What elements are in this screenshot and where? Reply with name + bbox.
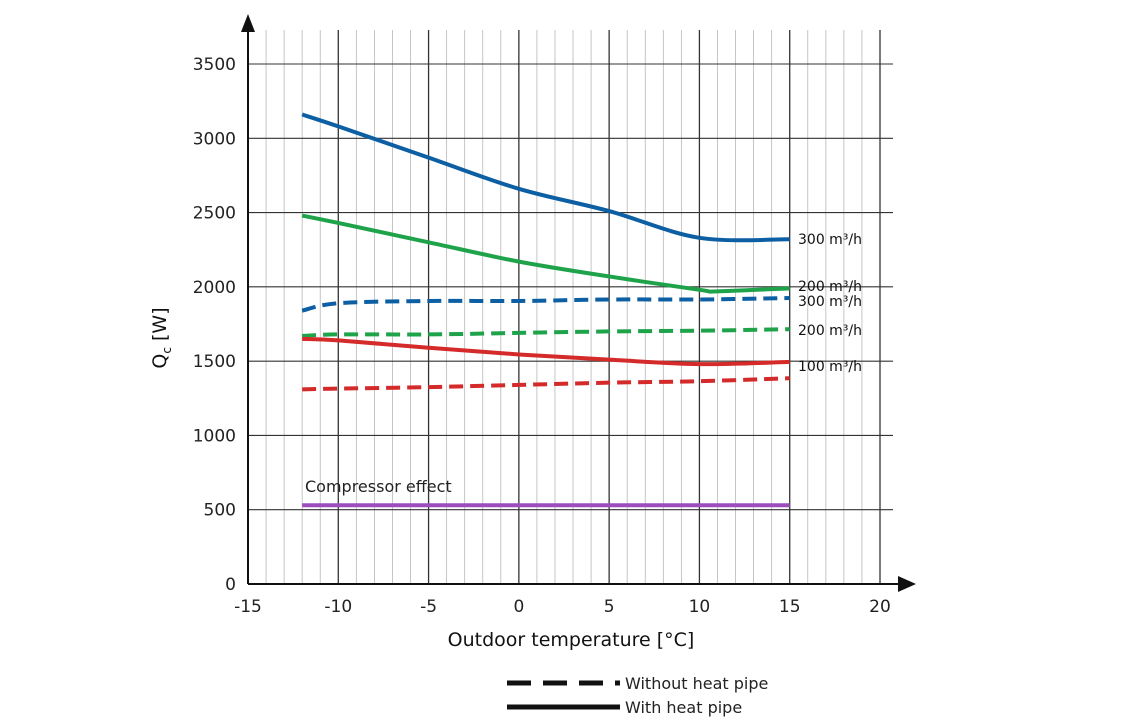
y-tick-label: 3500: [193, 55, 236, 75]
axes: [241, 14, 916, 592]
series-label: 200 m³/h: [798, 279, 862, 295]
x-tick-label: 10: [689, 597, 711, 617]
y-tick-label: 2500: [193, 204, 236, 224]
grid-major: [248, 30, 893, 584]
series-lines: [301, 112, 790, 508]
grid-minor: [265, 30, 863, 584]
x-axis-label: Outdoor temperature [°C]: [448, 629, 695, 651]
legend-label-without-heat-pipe: Without heat pipe: [625, 674, 768, 693]
series-line-dashed-3: [302, 327, 790, 338]
series-line-solid-1: [301, 213, 790, 294]
legend-label-with-heat-pipe: With heat pipe: [625, 698, 742, 717]
compressor-effect-label: Compressor effect: [305, 477, 452, 496]
series-label: 300 m³/h: [798, 294, 862, 310]
y-tick-label: 2000: [193, 278, 236, 298]
y-axis-arrow: [241, 14, 255, 32]
y-tick-label: 1000: [193, 426, 236, 446]
y-tick-label: 1500: [193, 352, 236, 372]
tick-labels: -15 -10 -5 0 5 10 15 20 0 500 1000 1500 2000 2500 3000…: [193, 55, 891, 617]
x-tick-label: 0: [513, 597, 524, 617]
y-axis-label-main: Q: [149, 354, 171, 369]
series-line-dashed-2: [301, 296, 790, 313]
series-label: 200 m³/h: [798, 323, 862, 339]
y-tick-label: 500: [204, 501, 236, 521]
legend: Without heat pipe With heat pipe: [507, 674, 768, 717]
x-tick-label: -15: [234, 597, 262, 617]
x-axis-arrow: [898, 576, 916, 592]
x-tick-label: 15: [779, 597, 801, 617]
y-axis-label: Qc [W]: [149, 307, 174, 368]
series-label: 100 m³/h: [798, 359, 862, 375]
x-tick-label: 5: [604, 597, 615, 617]
y-axis-label-sub: c: [160, 347, 174, 354]
y-axis-label-unit: [W]: [149, 307, 171, 347]
y-tick-label: 0: [225, 575, 236, 595]
series-label: 300 m³/h: [798, 232, 862, 248]
x-tick-label: 20: [869, 597, 891, 617]
series-line-solid-4: [302, 336, 790, 367]
x-tick-label: -10: [324, 597, 352, 617]
x-tick-label: -5: [420, 597, 437, 617]
y-tick-label: 3000: [193, 129, 236, 149]
series-line-solid-0: [301, 112, 790, 243]
series-line-dashed-5: [302, 376, 790, 392]
